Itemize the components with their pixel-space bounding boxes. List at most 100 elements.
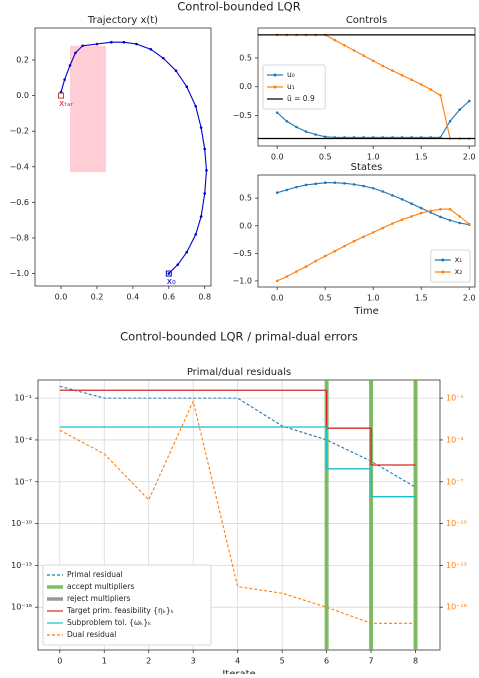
series-marker [362,235,365,239]
y-tick-label: −0.5 [233,111,252,120]
series-marker [439,94,442,97]
figure-title: Control-bounded LQR / primal-dual errors [120,330,358,344]
y-tick-label: −0.6 [10,198,29,207]
series-marker [314,182,317,186]
y-tick-label: 10⁻¹⁶ [11,603,32,612]
series-marker [314,133,317,136]
series-marker [285,119,289,123]
y-tick-label: 10⁻¹⁰ [11,519,32,528]
x-tick-label: 6 [324,657,329,666]
x-tick-label: 5 [280,657,285,666]
series-marker [429,209,433,213]
series-marker [174,69,178,73]
x-tick-label: 0.8 [198,293,211,302]
x-tick-label: 4 [235,657,240,666]
annotation: x₀ [167,277,176,287]
series-marker [304,265,308,268]
x-tick-label: 0.5 [319,153,332,162]
series-marker [343,181,346,185]
legend-label: u₁ [287,82,295,91]
x-tick-label: 2.0 [463,294,476,303]
y-tick-label: −0.4 [10,162,29,171]
y-tick-label: 0.5 [239,53,252,62]
series-marker [304,130,308,133]
series-marker [199,215,203,218]
series-marker [448,119,452,123]
x-tick-label: 3 [191,657,196,666]
y2-tick-label: 10⁻⁷ [446,477,464,486]
annotation-marker [165,270,172,277]
legend-label: x₁ [455,255,462,264]
series-marker [333,249,337,253]
series-marker [362,54,365,57]
series-marker [467,99,471,103]
y-tick-label: −0.5 [233,249,252,258]
legend-label: u₀ [287,70,295,79]
y2-tick-label: 10⁻¹ [446,394,464,403]
y-tick-label: 10⁻¹³ [11,561,32,570]
series-marker [81,44,84,48]
y-tick-label: −1.0 [233,276,252,285]
y2-tick-label: 10⁻⁴ [446,435,464,444]
series-marker [194,233,198,236]
y-tick-label: −0.8 [10,233,29,242]
y2-tick-label: 10⁻¹⁶ [446,603,467,612]
series-marker [194,104,198,108]
legend-label: Primal residual [67,570,123,579]
series-marker [371,231,375,234]
legend-swatch-marker [273,85,277,89]
series-marker [381,190,385,193]
series-marker [419,211,423,215]
series-marker [275,111,279,114]
series-marker [295,125,298,129]
legend-label: Target prim. feasibility {ηₖ}ₖ [66,606,174,615]
series-marker [458,221,461,225]
x-tick-label: 0.6 [162,293,175,302]
y2-tick-label: 10⁻¹³ [446,561,467,570]
y-tick-label: −1.0 [10,269,29,278]
legend-label: Subproblem tol. {ωₖ}ₖ [67,618,151,627]
legend-swatch-marker [441,270,445,274]
y-tick-label: −0.2 [10,127,29,136]
series-marker [275,279,279,283]
figure-title: Control-bounded LQR [177,0,300,14]
x-tick-label: 0.2 [91,293,104,302]
y-tick-label: 10⁻⁷ [14,477,32,486]
series-marker [295,270,298,273]
constraint-region [70,45,106,173]
series-marker [149,48,153,51]
series-marker [391,222,394,225]
x-axis-label: Time [353,306,378,317]
series-marker [285,188,289,192]
series-marker [205,169,208,172]
legend-label: accept multipliers [67,582,134,591]
series-marker [429,88,433,91]
series-marker [381,64,385,68]
x-tick-label: 0.0 [55,293,68,302]
series-marker [162,56,165,60]
series-marker [74,51,77,55]
series-marker [410,215,413,218]
annotation-marker [58,92,65,99]
series-marker [362,184,365,188]
series-line [59,399,416,624]
series-marker [185,250,189,254]
series-marker [275,191,279,194]
y-tick-label: 0.0 [239,221,252,230]
legend-swatch-marker [273,73,277,77]
series-marker [448,207,452,211]
plot-frame [34,27,212,287]
legend-label: ū = 0.9 [287,94,315,103]
y-tick-label: 0.2 [16,56,29,65]
series-marker [199,126,203,129]
series-marker [323,254,327,258]
series-marker [410,202,413,205]
series-marker [333,181,337,185]
series-marker [333,38,337,42]
series-marker [419,206,423,210]
y-tick-label: 0.0 [16,91,29,100]
series-marker [63,78,66,81]
x-tick-label: 8 [413,657,418,666]
chart-title: Controls [346,15,387,26]
